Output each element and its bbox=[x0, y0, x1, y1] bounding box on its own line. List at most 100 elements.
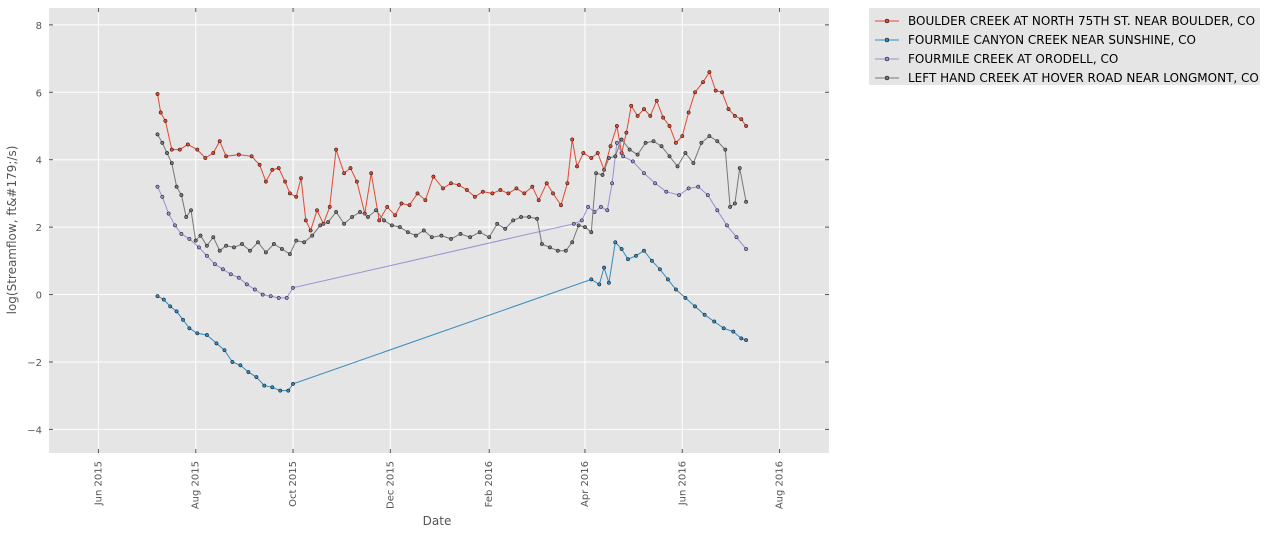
data-point bbox=[291, 285, 295, 290]
data-point bbox=[613, 154, 618, 159]
data-point bbox=[728, 204, 733, 209]
data-point bbox=[667, 154, 672, 159]
data-point bbox=[397, 225, 402, 230]
data-point bbox=[287, 252, 292, 257]
data-point bbox=[415, 191, 420, 196]
data-point bbox=[570, 137, 575, 142]
data-point bbox=[458, 231, 463, 236]
data-point bbox=[519, 215, 524, 219]
data-point bbox=[683, 151, 688, 155]
data-point bbox=[613, 240, 618, 245]
x-tick-label: Dec 2015 bbox=[385, 461, 396, 509]
data-point bbox=[302, 240, 307, 245]
data-point bbox=[635, 113, 640, 118]
data-point bbox=[217, 248, 222, 253]
x-tick-label: Jun 2015 bbox=[93, 461, 104, 506]
data-point bbox=[642, 248, 646, 253]
data-point bbox=[686, 110, 691, 115]
data-point bbox=[667, 124, 672, 128]
data-point bbox=[721, 326, 726, 331]
data-point bbox=[204, 333, 209, 337]
data-point bbox=[276, 295, 281, 300]
data-point bbox=[334, 147, 339, 152]
plot-background bbox=[49, 8, 829, 453]
data-point bbox=[263, 250, 268, 255]
data-point bbox=[514, 186, 519, 191]
data-point bbox=[642, 171, 646, 176]
data-point bbox=[449, 181, 453, 186]
x-tick-label: Aug 2016 bbox=[775, 461, 786, 509]
data-point bbox=[238, 363, 243, 368]
data-point bbox=[291, 381, 295, 386]
data-point bbox=[439, 233, 444, 238]
data-point bbox=[565, 181, 570, 186]
y-axis-label: log(Streamflow, ft&#179;/s) bbox=[5, 146, 19, 315]
data-point bbox=[659, 144, 664, 149]
data-point bbox=[160, 140, 165, 145]
data-point bbox=[203, 156, 208, 160]
data-point bbox=[163, 118, 168, 123]
data-point bbox=[737, 166, 742, 171]
data-point bbox=[270, 167, 275, 172]
data-point bbox=[619, 247, 624, 251]
data-point bbox=[196, 245, 201, 250]
data-point bbox=[621, 154, 626, 159]
data-point bbox=[614, 124, 619, 128]
data-point bbox=[715, 139, 720, 144]
data-point bbox=[217, 139, 222, 144]
data-point bbox=[303, 218, 308, 223]
data-point bbox=[503, 226, 508, 231]
data-point bbox=[571, 221, 576, 226]
y-tick-label: 8 bbox=[36, 21, 42, 32]
legend-swatch-icon bbox=[875, 73, 899, 83]
data-point bbox=[198, 233, 203, 238]
data-point bbox=[240, 242, 244, 246]
data-point bbox=[268, 294, 273, 299]
data-point bbox=[673, 140, 678, 145]
data-point bbox=[477, 230, 482, 235]
data-point bbox=[187, 236, 192, 241]
data-point bbox=[249, 154, 254, 159]
data-point bbox=[539, 242, 544, 246]
data-point bbox=[712, 319, 717, 324]
data-point bbox=[583, 225, 587, 230]
data-point bbox=[495, 221, 500, 226]
data-point bbox=[185, 142, 190, 147]
data-point bbox=[366, 215, 370, 219]
legend-swatch-icon bbox=[875, 16, 899, 26]
data-point bbox=[726, 107, 731, 112]
legend-item: FOURMILE CREEK AT ORODELL, CO bbox=[875, 49, 1260, 68]
data-point bbox=[195, 147, 200, 152]
legend-label: LEFT HAND CREEK AT HOVER ROAD NEAR LONGM… bbox=[908, 70, 1259, 85]
legend-item: LEFT HAND CREEK AT HOVER ROAD NEAR LONGM… bbox=[875, 68, 1260, 87]
data-point bbox=[522, 191, 527, 196]
data-point bbox=[287, 191, 292, 196]
data-point bbox=[377, 218, 382, 223]
data-point bbox=[236, 275, 241, 280]
data-point bbox=[468, 235, 473, 240]
grid-lines bbox=[49, 8, 829, 453]
legend-label: BOULDER CREEK AT NORTH 75TH ST. NEAR BOU… bbox=[908, 13, 1256, 28]
data-point bbox=[257, 162, 262, 167]
data-point bbox=[664, 189, 669, 194]
data-point bbox=[279, 247, 284, 251]
series-line bbox=[157, 241, 747, 392]
data-point bbox=[348, 166, 353, 171]
data-point bbox=[421, 228, 426, 233]
data-point bbox=[431, 174, 436, 179]
data-point bbox=[594, 171, 599, 176]
data-point bbox=[506, 191, 511, 196]
data-point bbox=[389, 223, 394, 228]
data-point bbox=[283, 179, 288, 184]
data-point bbox=[464, 188, 469, 192]
data-point bbox=[642, 107, 646, 112]
data-point bbox=[629, 103, 634, 108]
data-point bbox=[579, 218, 584, 223]
data-point bbox=[657, 267, 662, 272]
data-point bbox=[610, 181, 615, 186]
data-point bbox=[248, 248, 252, 253]
data-point bbox=[310, 233, 315, 238]
data-point bbox=[456, 183, 461, 187]
data-point bbox=[165, 151, 169, 155]
data-point bbox=[699, 140, 704, 145]
